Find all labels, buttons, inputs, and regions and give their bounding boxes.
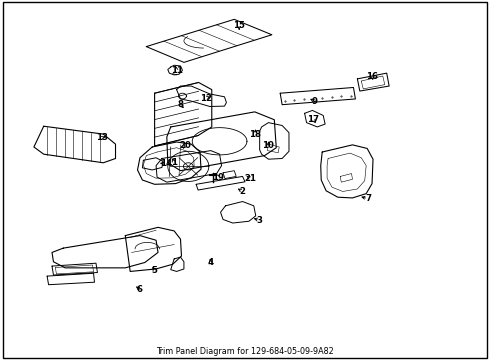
Text: 14: 14: [160, 159, 172, 168]
Text: 19: 19: [212, 173, 224, 182]
Text: 7: 7: [365, 194, 371, 203]
Text: 13: 13: [97, 133, 108, 142]
Text: 16: 16: [366, 72, 378, 81]
Text: 5: 5: [152, 266, 158, 275]
Text: 20: 20: [179, 141, 191, 150]
Text: 21: 21: [244, 174, 256, 183]
Text: 18: 18: [249, 130, 261, 139]
Text: 12: 12: [200, 94, 212, 103]
Text: 17: 17: [307, 115, 319, 124]
Text: 3: 3: [257, 216, 263, 225]
Text: 11: 11: [171, 66, 183, 75]
Text: 9: 9: [311, 96, 318, 105]
Text: 4: 4: [208, 258, 214, 267]
Text: 15: 15: [233, 21, 245, 30]
Text: 10: 10: [263, 141, 274, 150]
Text: Trim Panel Diagram for 129-684-05-09-9A82: Trim Panel Diagram for 129-684-05-09-9A8…: [156, 347, 334, 356]
Text: 1: 1: [171, 158, 177, 167]
Text: 8: 8: [177, 100, 183, 109]
Text: 2: 2: [240, 187, 245, 196]
Text: 6: 6: [137, 285, 143, 294]
